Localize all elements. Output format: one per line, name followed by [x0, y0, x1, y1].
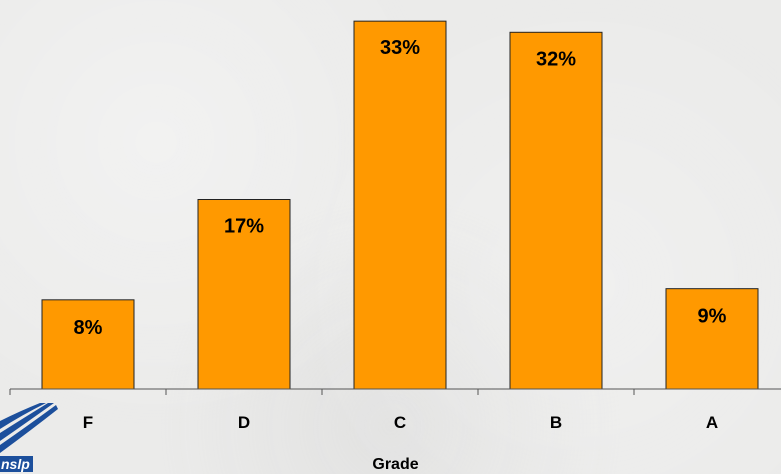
x-axis-title: Grade [372, 456, 418, 473]
value-label-f: 8% [74, 317, 103, 339]
tick-label-c: C [394, 413, 406, 432]
tick-label-f: F [83, 413, 93, 432]
bars-group [41, 20, 759, 390]
bar-a [665, 288, 759, 390]
tick-label-d: D [238, 413, 250, 432]
value-label-a: 9% [698, 306, 727, 328]
value-label-c: 33% [380, 37, 420, 59]
value-label-b: 32% [536, 48, 576, 70]
logo-wave-icon [0, 403, 58, 453]
x-axis-ticks [9, 389, 635, 395]
bar-b [509, 31, 603, 390]
bar-c [353, 20, 447, 390]
value-labels-group: 8% 17% 33% 32% 9% [74, 37, 727, 339]
tick-label-a: A [706, 413, 718, 432]
logo-text: nslp [0, 456, 33, 472]
bar-f [41, 299, 135, 390]
nslp-logo: nslp [0, 403, 62, 474]
tick-label-b: B [550, 413, 562, 432]
bar-d [197, 199, 291, 390]
value-label-d: 17% [224, 216, 264, 238]
